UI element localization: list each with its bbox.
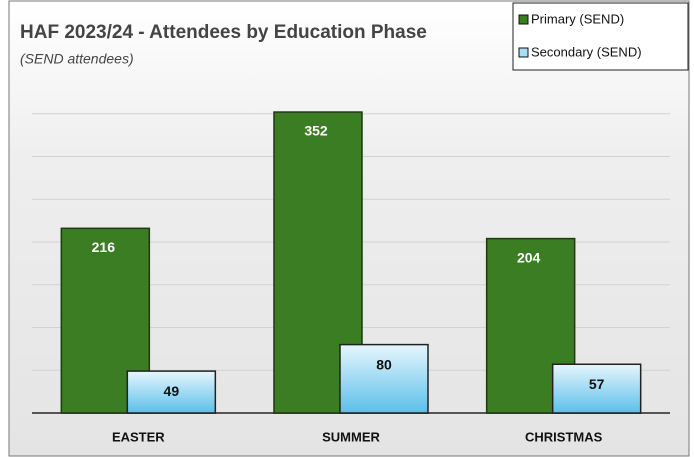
value-label: 204 (517, 249, 541, 265)
value-label: 80 (376, 356, 392, 372)
x-tick-label: EASTER (112, 429, 165, 444)
x-tick-label: SUMMER (322, 429, 380, 444)
chart-title: HAF 2023/24 - Attendees by Education Pha… (20, 22, 427, 43)
bar (126, 370, 217, 414)
legend-swatch (518, 47, 529, 58)
legend-label: Primary (SEND) (531, 11, 624, 26)
legend-swatch (518, 14, 529, 25)
value-label: 352 (304, 123, 328, 139)
chart-subtitle: (SEND attendees) (20, 51, 134, 67)
bar (551, 363, 642, 414)
bar (339, 343, 429, 414)
value-label: 57 (589, 376, 605, 392)
legend-label: Secondary (SEND) (531, 44, 642, 59)
x-tick-label: CHRISTMAS (525, 429, 603, 444)
value-label: 49 (164, 383, 180, 399)
value-label: 216 (92, 239, 116, 255)
legend (512, 2, 689, 71)
